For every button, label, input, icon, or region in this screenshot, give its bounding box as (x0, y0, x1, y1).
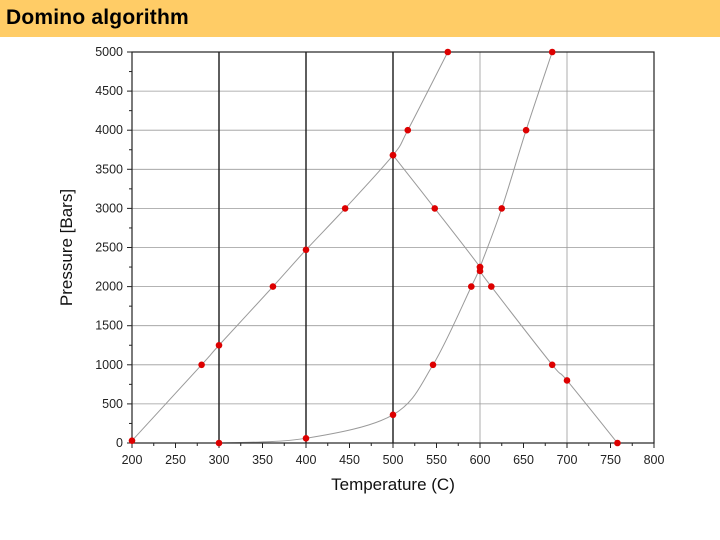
data-point (389, 411, 397, 419)
y-tick-label: 4000 (95, 123, 123, 137)
x-tick-label: 400 (296, 453, 317, 467)
data-point (269, 283, 277, 290)
data-point (614, 439, 621, 447)
data-point (198, 361, 205, 369)
data-point (522, 126, 530, 134)
y-tick-label: 4500 (95, 84, 123, 98)
tick-layer: 200 250 300 350 400 450 500 550 600 650 700 750 800 0… (95, 45, 664, 467)
data-point (468, 283, 475, 290)
x-tick-label: 300 (209, 453, 230, 467)
data-point (498, 205, 506, 212)
y-tick-label: 500 (102, 397, 123, 411)
x-tick-label: 350 (252, 453, 273, 467)
data-point (563, 377, 571, 384)
data-point (488, 283, 495, 290)
title-bar: Domino algorithm (0, 0, 720, 37)
y-tick-label: 5000 (95, 45, 123, 59)
data-point (215, 341, 223, 349)
data-point (431, 205, 439, 212)
data-point (548, 361, 556, 369)
data-point (341, 205, 349, 212)
y-tick-label: 2500 (95, 241, 123, 255)
x-tick-label: 500 (383, 453, 404, 467)
y-tick-label: 3000 (95, 201, 123, 215)
point-layer (128, 48, 621, 447)
y-tick-label: 2000 (95, 280, 123, 294)
data-point (215, 439, 223, 447)
x-tick-label: 700 (557, 453, 578, 467)
x-tick-label: 750 (600, 453, 621, 467)
x-tick-label: 650 (513, 453, 534, 467)
y-tick-label: 1000 (95, 358, 123, 372)
data-point (444, 48, 452, 56)
data-point (476, 263, 484, 271)
x-tick-label: 550 (426, 453, 447, 467)
x-tick-label: 250 (165, 453, 186, 467)
y-axis-label: Pressure [Bars] (57, 189, 76, 306)
data-point (548, 48, 556, 56)
data-point (429, 361, 437, 369)
series-curve (131, 51, 449, 441)
y-tick-label: 3500 (95, 162, 123, 176)
slide-title: Domino algorithm (6, 6, 189, 29)
x-tick-label: 600 (470, 453, 491, 467)
data-point (302, 246, 310, 254)
data-point (302, 435, 310, 442)
data-point (404, 126, 412, 134)
grid-layer (132, 52, 654, 443)
y-tick-label: 1500 (95, 319, 123, 333)
y-tick-label: 0 (116, 436, 123, 450)
data-point (389, 151, 397, 159)
x-axis-label: Temperature (C) (331, 475, 455, 494)
data-point (128, 437, 136, 444)
x-tick-label: 450 (339, 453, 360, 467)
x-tick-label: 200 (122, 453, 143, 467)
x-tick-label: 800 (644, 453, 665, 467)
